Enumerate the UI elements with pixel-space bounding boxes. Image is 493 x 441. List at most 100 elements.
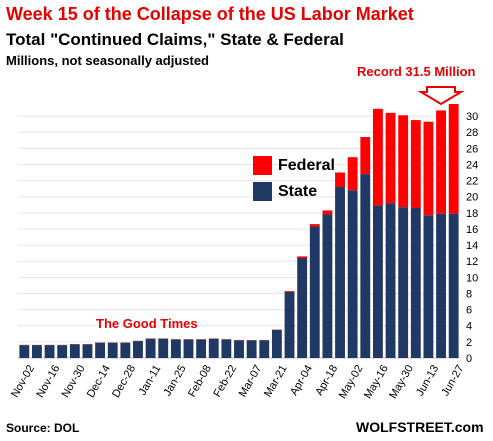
y-tick-label: 4 xyxy=(466,321,472,333)
bar-federal xyxy=(335,172,345,188)
bar-state xyxy=(410,208,421,358)
y-tick-label: 0 xyxy=(466,353,472,365)
bar-state xyxy=(221,339,232,358)
x-axis: Nov-02Nov-16Nov-30Dec-14Dec-28Jan-11Jan-… xyxy=(9,363,466,401)
x-tick-label: May-30 xyxy=(387,363,416,401)
chart-title: Week 15 of the Collapse of the US Labor … xyxy=(6,4,414,24)
bar-state xyxy=(398,207,409,358)
bar-state xyxy=(385,203,396,358)
bar-state xyxy=(234,340,244,358)
bar-state xyxy=(82,344,93,358)
legend-swatch-federal xyxy=(253,156,272,175)
brand-logo-text: WOLFSTREET.com xyxy=(356,419,484,435)
y-tick-label: 16 xyxy=(466,224,478,236)
y-tick-label: 8 xyxy=(466,288,472,300)
annotation-good-times: The Good Times xyxy=(96,316,198,331)
bar-state xyxy=(284,291,295,358)
bar-federal xyxy=(436,110,446,214)
bar-state xyxy=(436,213,446,358)
bar-state xyxy=(170,339,181,358)
y-tick-label: 22 xyxy=(466,176,478,188)
legend-swatch-state xyxy=(253,182,272,201)
bar-state xyxy=(347,190,358,358)
bar-state xyxy=(360,174,371,358)
source-note: Source: DOL xyxy=(6,421,80,435)
bars xyxy=(19,103,459,358)
bar-state xyxy=(120,342,131,358)
bar-state xyxy=(448,213,459,358)
y-tick-label: 12 xyxy=(466,256,478,268)
bar-federal xyxy=(347,157,358,191)
x-tick-label: Mar-07 xyxy=(237,363,265,399)
bar-federal xyxy=(448,103,459,214)
down-arrow-icon xyxy=(417,86,465,106)
legend-item-state: State xyxy=(253,182,317,201)
record-arrow xyxy=(417,86,465,106)
bar-federal xyxy=(284,291,295,292)
bar-federal xyxy=(423,121,434,216)
bar-state xyxy=(158,338,169,358)
bar-state xyxy=(133,341,143,358)
y-tick-label: 2 xyxy=(466,337,472,349)
x-tick-label: Apr-04 xyxy=(288,363,315,398)
bar-state xyxy=(271,329,282,358)
x-tick-label: Jun-13 xyxy=(414,363,441,398)
bar-federal xyxy=(410,120,421,208)
x-tick-label: Nov-30 xyxy=(60,363,88,400)
bar-state xyxy=(196,339,207,358)
bar-state xyxy=(57,345,68,358)
bar-state xyxy=(297,258,308,358)
bar-state xyxy=(208,338,219,358)
chart-subtitle: Total "Continued Claims," State & Federa… xyxy=(6,30,344,49)
bar-federal xyxy=(322,210,333,215)
bar-state xyxy=(246,340,257,358)
bar-state xyxy=(372,205,383,358)
bar-federal xyxy=(385,112,396,204)
y-tick-label: 30 xyxy=(466,111,478,123)
y-tick-label: 28 xyxy=(466,127,478,139)
bar-state xyxy=(32,345,42,358)
y-tick-label: 18 xyxy=(466,208,478,220)
bar-state xyxy=(309,226,320,358)
x-tick-label: Mar-21 xyxy=(262,363,290,399)
y-tick-label: 10 xyxy=(466,272,478,284)
y-tick-label: 24 xyxy=(466,159,478,171)
x-tick-label: Feb-22 xyxy=(211,363,239,399)
x-tick-label: Apr-18 xyxy=(313,363,340,398)
record-label: Record 31.5 Million xyxy=(357,64,476,79)
bar-state xyxy=(322,214,333,358)
bar-state xyxy=(19,345,30,358)
x-tick-label: Jan-25 xyxy=(161,363,188,398)
bar-state xyxy=(335,187,345,358)
bar-state xyxy=(145,338,156,358)
x-tick-label: Nov-16 xyxy=(34,363,62,400)
bar-state xyxy=(259,340,270,358)
y-tick-label: 20 xyxy=(466,192,478,204)
legend-item-federal: Federal xyxy=(253,156,335,175)
legend-label-state: State xyxy=(278,182,318,200)
x-tick-label: Feb-08 xyxy=(186,363,214,399)
bar-state xyxy=(95,342,106,358)
x-tick-label: Jan-11 xyxy=(137,363,164,397)
y-tick-label: 26 xyxy=(466,143,478,155)
bar-state xyxy=(107,342,118,358)
x-tick-label: Nov-02 xyxy=(9,363,37,400)
bar-state xyxy=(44,345,55,358)
bar-federal xyxy=(372,108,383,206)
y-tick-label: 14 xyxy=(466,240,478,252)
legend-label-federal: Federal xyxy=(278,156,335,174)
x-tick-label: Dec-14 xyxy=(85,363,113,400)
y-tick-label: 6 xyxy=(466,305,472,317)
bar-state xyxy=(183,339,194,358)
bar-state xyxy=(423,215,434,358)
units-note: Millions, not seasonally adjusted xyxy=(6,53,209,68)
x-tick-label: Dec-28 xyxy=(110,363,138,400)
x-tick-label: Jun-27 xyxy=(439,363,466,398)
bar-federal xyxy=(398,115,409,208)
bar-federal xyxy=(297,256,308,258)
bar-federal xyxy=(309,224,320,227)
bar-federal xyxy=(360,137,371,175)
bar-state xyxy=(69,344,80,358)
